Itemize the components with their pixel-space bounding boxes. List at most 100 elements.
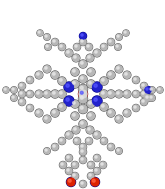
- Circle shape: [100, 103, 108, 111]
- Circle shape: [87, 173, 95, 180]
- Circle shape: [123, 90, 131, 98]
- Circle shape: [71, 101, 79, 108]
- Circle shape: [19, 83, 25, 89]
- Circle shape: [107, 109, 115, 117]
- Circle shape: [87, 112, 95, 119]
- Circle shape: [58, 104, 66, 111]
- Circle shape: [67, 169, 69, 171]
- Circle shape: [100, 138, 108, 145]
- Circle shape: [79, 95, 87, 103]
- Circle shape: [125, 73, 127, 75]
- Circle shape: [45, 117, 47, 119]
- Circle shape: [94, 132, 100, 138]
- Circle shape: [88, 173, 94, 179]
- Circle shape: [64, 82, 74, 92]
- Circle shape: [86, 44, 92, 50]
- Circle shape: [146, 96, 148, 98]
- Circle shape: [27, 91, 33, 98]
- Circle shape: [44, 34, 50, 40]
- Circle shape: [28, 106, 30, 108]
- Circle shape: [101, 44, 107, 50]
- Circle shape: [59, 138, 65, 144]
- Circle shape: [132, 77, 139, 84]
- Circle shape: [60, 139, 62, 141]
- Circle shape: [100, 90, 108, 98]
- Circle shape: [149, 87, 155, 93]
- Circle shape: [107, 71, 115, 78]
- Circle shape: [145, 87, 151, 93]
- Circle shape: [142, 92, 144, 94]
- Circle shape: [80, 86, 83, 89]
- Circle shape: [35, 90, 43, 98]
- Circle shape: [116, 45, 118, 47]
- Circle shape: [149, 95, 155, 101]
- Circle shape: [94, 98, 97, 101]
- Circle shape: [80, 144, 86, 150]
- Circle shape: [67, 156, 69, 158]
- Circle shape: [158, 88, 160, 90]
- Circle shape: [107, 109, 115, 117]
- Circle shape: [71, 100, 79, 108]
- Circle shape: [93, 49, 101, 57]
- Circle shape: [92, 179, 95, 182]
- Circle shape: [37, 30, 43, 36]
- Circle shape: [80, 33, 86, 39]
- Circle shape: [73, 163, 75, 165]
- Circle shape: [80, 33, 86, 40]
- Circle shape: [80, 120, 86, 128]
- Circle shape: [66, 84, 69, 87]
- Circle shape: [81, 122, 83, 124]
- Circle shape: [66, 167, 72, 174]
- Circle shape: [107, 91, 115, 98]
- Circle shape: [80, 156, 86, 163]
- Circle shape: [66, 50, 72, 56]
- Circle shape: [80, 96, 83, 99]
- Circle shape: [79, 105, 87, 113]
- Circle shape: [74, 44, 80, 50]
- Circle shape: [11, 87, 17, 93]
- Circle shape: [79, 85, 87, 93]
- Circle shape: [100, 77, 108, 84]
- Circle shape: [58, 91, 66, 98]
- Circle shape: [44, 116, 50, 122]
- Circle shape: [37, 92, 39, 94]
- Circle shape: [67, 133, 69, 135]
- Circle shape: [100, 77, 108, 85]
- Circle shape: [80, 143, 86, 150]
- Circle shape: [93, 83, 101, 91]
- Circle shape: [116, 148, 122, 154]
- Circle shape: [93, 131, 101, 139]
- Circle shape: [115, 44, 121, 50]
- Circle shape: [81, 182, 83, 184]
- Circle shape: [150, 88, 152, 90]
- Circle shape: [125, 111, 127, 113]
- Circle shape: [60, 161, 66, 169]
- Circle shape: [141, 99, 147, 105]
- Circle shape: [90, 177, 99, 187]
- Circle shape: [100, 43, 108, 50]
- Circle shape: [87, 81, 95, 88]
- Circle shape: [11, 95, 17, 101]
- Circle shape: [116, 148, 122, 154]
- Circle shape: [79, 105, 87, 114]
- Circle shape: [71, 173, 79, 180]
- Circle shape: [116, 116, 122, 122]
- Circle shape: [51, 71, 59, 78]
- Circle shape: [93, 97, 101, 105]
- Circle shape: [74, 56, 76, 58]
- Circle shape: [99, 161, 106, 169]
- Circle shape: [18, 83, 26, 90]
- Circle shape: [12, 96, 14, 98]
- Circle shape: [52, 39, 58, 45]
- Circle shape: [123, 71, 131, 79]
- Circle shape: [59, 138, 66, 145]
- Circle shape: [20, 92, 22, 94]
- Circle shape: [94, 155, 100, 161]
- Circle shape: [79, 84, 87, 94]
- Circle shape: [134, 106, 136, 108]
- Circle shape: [157, 87, 163, 93]
- Circle shape: [107, 90, 115, 98]
- Circle shape: [20, 84, 22, 86]
- Circle shape: [81, 158, 83, 160]
- Circle shape: [44, 91, 50, 97]
